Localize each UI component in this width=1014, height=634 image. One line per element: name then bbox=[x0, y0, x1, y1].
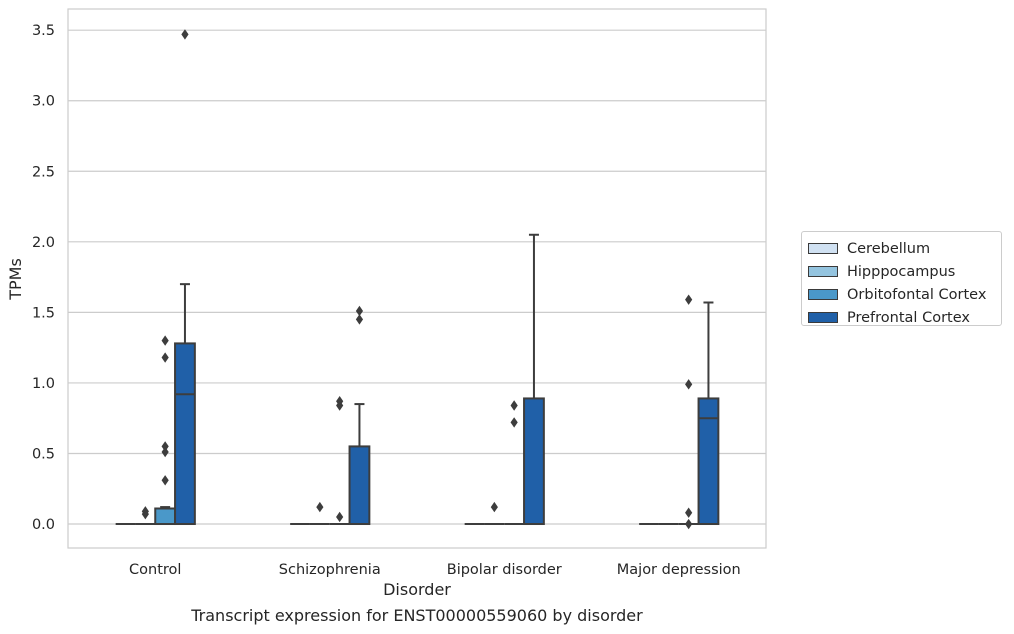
box-2-3 bbox=[523, 233, 545, 526]
box-2-1 bbox=[484, 501, 505, 526]
y-tick-label: 2.0 bbox=[32, 235, 55, 251]
box-0-2 bbox=[154, 352, 177, 526]
outlier-point bbox=[685, 507, 693, 518]
box-body bbox=[697, 397, 720, 526]
x-axis-label: Disorder bbox=[383, 580, 451, 599]
outlier-point bbox=[510, 400, 518, 411]
extra-outliers bbox=[161, 335, 169, 486]
box-2-2 bbox=[504, 400, 525, 526]
boxes bbox=[115, 29, 720, 530]
box-1-1 bbox=[309, 501, 330, 526]
outlier-point bbox=[161, 352, 169, 363]
legend-item-prefrontal-cortex: Prefrontal Cortex bbox=[808, 306, 1001, 329]
outlier-point bbox=[161, 446, 169, 458]
legend-swatch-cerebellum bbox=[808, 243, 838, 254]
extra-outliers bbox=[510, 417, 518, 428]
outlier-point bbox=[685, 379, 693, 390]
box-body bbox=[523, 397, 545, 526]
y-tick-label: 1.0 bbox=[32, 376, 55, 392]
box-body bbox=[154, 507, 177, 526]
x-tick-label: Schizophrenia bbox=[279, 562, 381, 578]
legend-item-cerebellum: Cerebellum bbox=[808, 237, 1001, 260]
legend-label: Orbitofontal Cortex bbox=[847, 286, 987, 303]
outlier-point bbox=[181, 29, 189, 40]
y-tick-label: 1.5 bbox=[32, 305, 55, 321]
outlier-point bbox=[161, 335, 169, 346]
outlier-point bbox=[510, 417, 518, 428]
y-axis-label: TPMs bbox=[6, 258, 25, 301]
y-tick-label: 2.5 bbox=[32, 164, 55, 180]
x-tick-label: Major depression bbox=[617, 562, 741, 578]
box-body bbox=[348, 445, 371, 526]
outlier-point bbox=[161, 475, 169, 486]
box-3-3 bbox=[697, 301, 720, 526]
x-axis-ticks: Control Schizophrenia Bipolar disorder Majo… bbox=[129, 562, 741, 578]
extra-outliers bbox=[336, 400, 344, 523]
plot-area bbox=[67, 8, 767, 549]
legend-swatch-orbitofrontal-cortex bbox=[808, 289, 838, 300]
legend-item-orbitofrontal-cortex: Orbitofontal Cortex bbox=[808, 283, 1001, 306]
outlier-point bbox=[355, 305, 364, 317]
box-1-3 bbox=[348, 305, 371, 526]
outlier-point bbox=[336, 511, 344, 523]
outlier-point bbox=[355, 314, 364, 325]
outlier-point bbox=[685, 518, 693, 530]
y-axis-ticks: 0.0 0.5 1.0 1.5 2.0 2.5 3.0 3.5 bbox=[32, 23, 55, 533]
outlier-point bbox=[336, 400, 344, 411]
legend-swatch-prefrontal-cortex bbox=[808, 312, 838, 323]
legend-item-hippocampus: Hipppocampus bbox=[808, 260, 1001, 283]
box-0-3 bbox=[174, 29, 196, 526]
box-body bbox=[174, 342, 196, 526]
legend-swatch-hippocampus bbox=[808, 266, 838, 277]
outlier-point bbox=[316, 501, 324, 513]
legend-label: Prefrontal Cortex bbox=[847, 309, 970, 326]
y-tick-label: 0.0 bbox=[32, 517, 55, 533]
legend-label: Hipppocampus bbox=[847, 263, 956, 280]
x-tick-label: Bipolar disorder bbox=[447, 562, 562, 578]
x-tick-label: Control bbox=[129, 562, 181, 578]
box-0-1 bbox=[135, 506, 156, 526]
legend-label: Cerebellum bbox=[847, 240, 931, 257]
y-tick-label: 0.5 bbox=[32, 446, 55, 462]
extra-outliers bbox=[685, 294, 693, 530]
figure-caption: Transcript expression for ENST0000055906… bbox=[191, 606, 643, 625]
outlier-point bbox=[141, 506, 149, 517]
outlier-point bbox=[685, 294, 693, 305]
y-tick-label: 3.5 bbox=[32, 23, 55, 39]
outlier-point bbox=[490, 501, 498, 513]
y-tick-label: 3.0 bbox=[32, 94, 55, 110]
outlier-point bbox=[161, 441, 169, 452]
legend: Cerebellum Hipppocampus Orbitofontal Cor… bbox=[801, 231, 1002, 326]
